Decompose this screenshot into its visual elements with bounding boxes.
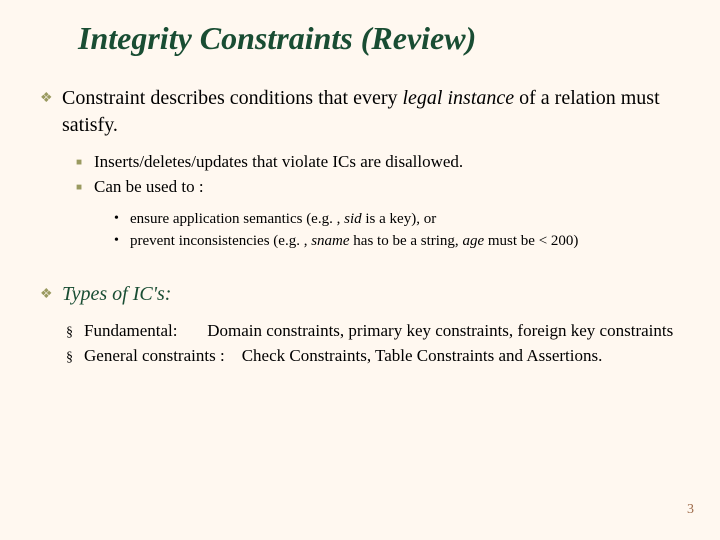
desc-general: Check Constraints, Table Constraints and…: [242, 346, 603, 365]
t: must be < 200): [488, 233, 579, 249]
t: has to be a string,: [353, 233, 462, 249]
text-types-of-ics: Types of IC's:: [62, 283, 171, 305]
text-can-be-used: Can be used to :: [94, 176, 690, 199]
slide-container: Integrity Constraints (Review) ❖ Constra…: [0, 0, 720, 540]
dot-bullet-icon: •: [114, 209, 130, 229]
dot-bullet-icon: •: [114, 231, 130, 251]
desc-fundamental: Domain constraints, primary key constrai…: [207, 321, 673, 340]
text-pre: Constraint describes conditions that eve…: [62, 87, 402, 109]
t: prevent inconsistencies (e.g. ,: [130, 233, 311, 249]
label-general: General constraints :: [84, 346, 225, 365]
text-inserts: Inserts/deletes/updates that violate ICs…: [94, 151, 690, 174]
text-age: age: [462, 233, 487, 249]
text-legal-instance: legal instance: [402, 87, 514, 109]
t: ensure application semantics (e.g. ,: [130, 211, 344, 227]
text-sid: sid: [344, 211, 365, 227]
text-general: General constraints : Check Constraints,…: [84, 345, 690, 368]
hollow-square-bullet-icon: §: [66, 320, 84, 343]
text-fundamental: Fundamental: Domain constraints, primary…: [84, 320, 690, 343]
square-bullet-icon: ■: [76, 176, 94, 199]
text-prevent: prevent inconsistencies (e.g. , sname ha…: [130, 231, 690, 251]
label-fundamental: Fundamental:: [84, 321, 177, 340]
t: is a key), or: [365, 211, 436, 227]
page-number: 3: [687, 502, 694, 518]
text-sname: sname: [311, 233, 353, 249]
diamond-bullet-icon: ❖: [40, 85, 62, 139]
subsub-bullet-ensure: • ensure application semantics (e.g. , s…: [114, 209, 690, 229]
bullet-text: Constraint describes conditions that eve…: [62, 85, 690, 139]
text-ensure: ensure application semantics (e.g. , sid…: [130, 209, 690, 229]
sub-bullet-inserts: ■ Inserts/deletes/updates that violate I…: [76, 151, 690, 174]
bullet-constraint-describes: ❖ Constraint describes conditions that e…: [40, 85, 690, 139]
sub-bullet-general: § General constraints : Check Constraint…: [66, 345, 690, 368]
diamond-bullet-icon: ❖: [40, 281, 62, 308]
subsub-bullet-prevent: • prevent inconsistencies (e.g. , sname …: [114, 231, 690, 251]
square-bullet-icon: ■: [76, 151, 94, 174]
sub-bullet-fundamental: § Fundamental: Domain constraints, prima…: [66, 320, 690, 343]
hollow-square-bullet-icon: §: [66, 345, 84, 368]
bullet-types-of-ics: ❖ Types of IC's:: [40, 281, 690, 308]
slide-title: Integrity Constraints (Review): [78, 20, 690, 57]
sub-bullet-can-be-used: ■ Can be used to :: [76, 176, 690, 199]
